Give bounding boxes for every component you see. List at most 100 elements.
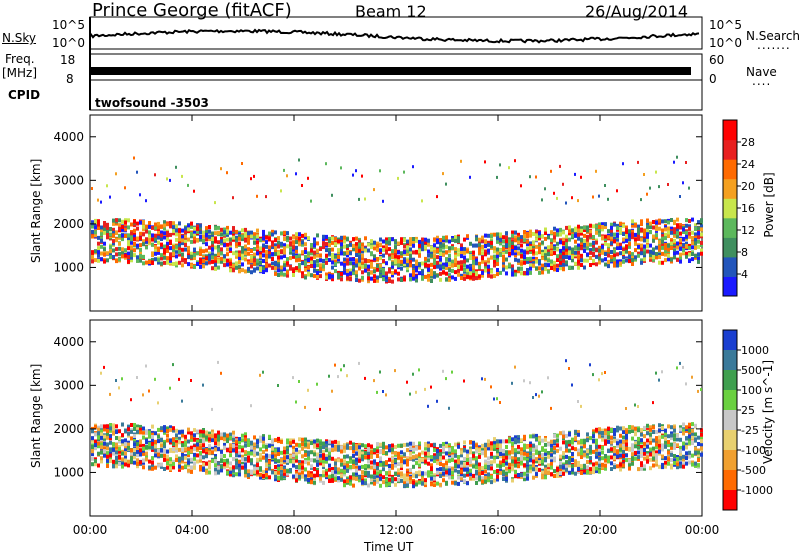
heat-cell bbox=[100, 251, 103, 256]
heat-cell bbox=[139, 256, 142, 261]
heat-cell bbox=[496, 250, 499, 255]
heat-cell bbox=[304, 437, 307, 442]
heat-cell bbox=[256, 457, 259, 462]
heat-cell bbox=[202, 259, 205, 263]
heat-cell bbox=[229, 443, 232, 448]
heat-cell bbox=[169, 232, 172, 237]
heat-cell bbox=[157, 240, 160, 245]
heat-cell bbox=[487, 267, 490, 272]
heat-cell bbox=[649, 253, 652, 258]
heat-cell bbox=[379, 237, 382, 242]
heat-cell bbox=[364, 470, 367, 475]
heat-cell bbox=[415, 259, 418, 264]
heat-cell bbox=[553, 251, 556, 256]
heat-cell bbox=[316, 248, 319, 253]
heat-cell bbox=[442, 463, 445, 468]
heat-cell bbox=[178, 458, 181, 463]
heat-cell bbox=[316, 452, 319, 457]
heat-cell bbox=[481, 251, 484, 256]
heat-cell bbox=[391, 255, 394, 260]
heat-cell bbox=[274, 252, 277, 257]
heat-cell bbox=[313, 243, 316, 248]
heat-cell bbox=[349, 456, 352, 461]
heat-cell bbox=[319, 441, 322, 446]
heat-cell bbox=[349, 257, 352, 262]
heat-cell bbox=[421, 481, 424, 486]
heat-cell bbox=[166, 260, 169, 265]
heat-cell bbox=[664, 236, 667, 241]
heat-cell bbox=[652, 257, 655, 262]
heat-cell bbox=[358, 239, 361, 244]
heat-cell bbox=[91, 445, 94, 449]
heat-cell bbox=[277, 251, 280, 256]
heat-cell bbox=[625, 234, 628, 239]
heat-cell bbox=[448, 273, 451, 278]
heat-cell bbox=[499, 401, 501, 404]
heat-cell bbox=[190, 431, 193, 436]
heat-cell bbox=[487, 242, 490, 247]
heat-cell bbox=[286, 469, 289, 474]
heat-cell bbox=[421, 273, 424, 278]
heat-cell bbox=[514, 269, 517, 274]
heat-cell bbox=[217, 430, 220, 435]
heat-cell bbox=[229, 246, 232, 251]
heat-cell bbox=[223, 227, 226, 232]
heat-cell bbox=[481, 476, 484, 481]
heat-cell bbox=[196, 453, 199, 458]
heat-cell bbox=[364, 268, 367, 273]
heat-cell bbox=[430, 482, 433, 487]
heat-cell bbox=[352, 267, 355, 272]
heat-cell bbox=[529, 241, 532, 246]
heat-cell bbox=[235, 229, 238, 234]
heat-cell bbox=[343, 235, 346, 240]
heat-cell bbox=[466, 481, 469, 486]
heat-cell bbox=[292, 247, 295, 252]
heat-cell bbox=[403, 460, 406, 465]
heat-cell bbox=[700, 243, 703, 247]
heat-cell bbox=[232, 227, 235, 232]
heat-cell bbox=[430, 457, 433, 462]
heat-cell bbox=[361, 174, 363, 178]
heat-cell bbox=[511, 239, 514, 244]
heat-cell bbox=[358, 442, 361, 447]
heat-cell bbox=[499, 447, 502, 452]
heat-cell bbox=[319, 453, 322, 458]
heat-cell bbox=[187, 460, 190, 465]
heat-cell bbox=[496, 463, 499, 468]
heat-cell bbox=[118, 233, 121, 238]
heat-cell bbox=[445, 277, 448, 282]
heat-cell bbox=[292, 448, 295, 453]
heat-cell bbox=[589, 250, 592, 255]
heat-cell bbox=[169, 178, 171, 182]
heat-cell bbox=[385, 246, 388, 251]
heat-cell bbox=[142, 232, 145, 237]
heat-cell bbox=[259, 256, 262, 261]
heat-cell bbox=[112, 227, 115, 232]
heat-cell bbox=[229, 466, 232, 471]
heat-cell bbox=[277, 255, 280, 260]
heat-cell bbox=[193, 452, 196, 457]
heat-cell bbox=[361, 270, 364, 275]
heat-cell bbox=[271, 257, 274, 261]
heat-cell bbox=[259, 266, 262, 271]
heat-cell bbox=[118, 241, 121, 246]
heat-cell bbox=[490, 451, 493, 456]
heat-cell bbox=[94, 462, 97, 467]
heat-cell bbox=[298, 158, 300, 162]
heat-cell bbox=[424, 446, 427, 451]
heat-cell bbox=[442, 471, 445, 476]
heat-cell bbox=[118, 257, 121, 262]
heat-cell bbox=[325, 241, 328, 246]
heat-cell bbox=[400, 459, 403, 464]
heat-cell bbox=[550, 241, 553, 246]
heat-cell bbox=[139, 452, 142, 457]
heat-cell bbox=[295, 232, 298, 237]
heat-cell bbox=[427, 448, 430, 453]
heat-cell bbox=[346, 272, 349, 277]
heat-cell bbox=[409, 392, 411, 396]
heat-cell bbox=[358, 361, 360, 365]
heat-cell bbox=[244, 450, 247, 455]
heat-cell bbox=[514, 253, 517, 258]
heat-cell bbox=[427, 249, 430, 254]
heat-cell bbox=[373, 254, 376, 259]
